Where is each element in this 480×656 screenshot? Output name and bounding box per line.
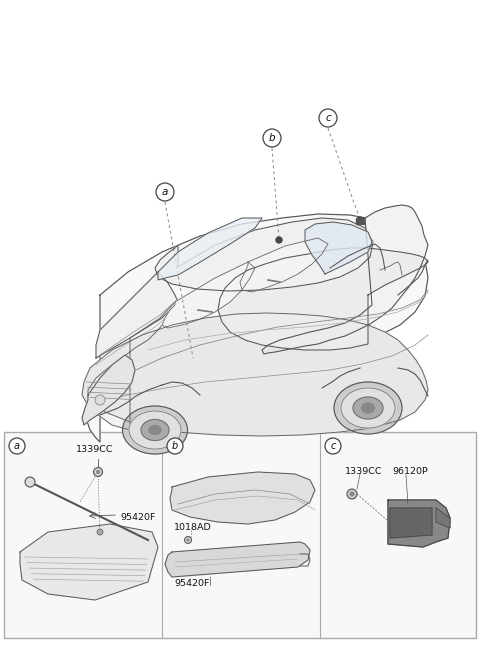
Circle shape (325, 438, 341, 454)
Polygon shape (390, 508, 432, 538)
Circle shape (319, 109, 337, 127)
Bar (356, 218, 364, 224)
Circle shape (95, 395, 105, 405)
Polygon shape (88, 302, 175, 430)
Polygon shape (218, 248, 428, 350)
Text: 1339CC: 1339CC (345, 468, 383, 476)
Text: 1018AD: 1018AD (174, 522, 212, 531)
Polygon shape (305, 222, 372, 274)
Polygon shape (96, 272, 178, 358)
Circle shape (96, 470, 100, 474)
Polygon shape (165, 542, 310, 577)
Ellipse shape (129, 411, 181, 449)
Ellipse shape (122, 406, 188, 454)
Circle shape (184, 537, 192, 544)
Circle shape (276, 237, 282, 243)
Polygon shape (86, 214, 428, 442)
Polygon shape (162, 262, 255, 328)
Ellipse shape (149, 426, 161, 434)
Circle shape (349, 491, 355, 497)
Text: c: c (330, 441, 336, 451)
Text: 95420F: 95420F (120, 512, 156, 522)
Polygon shape (436, 508, 450, 528)
Text: a: a (14, 441, 20, 451)
Text: b: b (269, 133, 276, 143)
Polygon shape (388, 500, 450, 547)
Text: a: a (162, 187, 168, 197)
Text: 1339CC: 1339CC (76, 445, 114, 454)
Ellipse shape (141, 419, 169, 440)
Polygon shape (170, 472, 315, 524)
Ellipse shape (361, 403, 374, 413)
Text: 95420F: 95420F (174, 579, 209, 588)
Circle shape (9, 438, 25, 454)
Circle shape (187, 539, 190, 541)
Polygon shape (240, 238, 328, 292)
Text: c: c (325, 113, 331, 123)
Polygon shape (82, 355, 135, 425)
Circle shape (263, 129, 281, 147)
Ellipse shape (334, 382, 402, 434)
Circle shape (94, 468, 103, 476)
Circle shape (156, 183, 174, 201)
Bar (4, 432, 476, 638)
Circle shape (167, 438, 183, 454)
Polygon shape (158, 218, 262, 280)
Circle shape (357, 217, 363, 223)
Circle shape (347, 489, 357, 499)
Text: b: b (172, 441, 178, 451)
Ellipse shape (353, 397, 383, 419)
Polygon shape (82, 313, 428, 436)
Circle shape (25, 477, 35, 487)
Ellipse shape (341, 388, 395, 428)
Text: 96120P: 96120P (392, 468, 428, 476)
Polygon shape (20, 524, 158, 600)
Polygon shape (155, 218, 373, 291)
Polygon shape (262, 205, 428, 354)
Circle shape (97, 529, 103, 535)
